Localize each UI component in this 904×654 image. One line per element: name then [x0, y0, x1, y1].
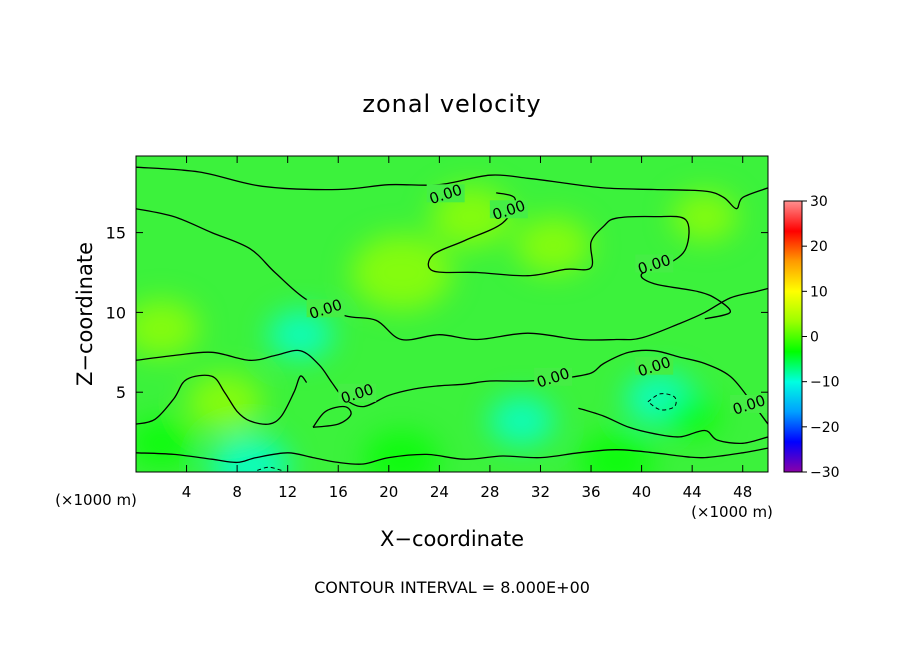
color-blob: [488, 396, 555, 446]
colorbar-tick-label: 10: [810, 284, 828, 300]
zero-contour-line: [136, 208, 768, 341]
plot-frame: [135, 155, 769, 473]
x-tick-label: 12: [278, 483, 297, 501]
x-tick-label: 20: [379, 483, 398, 501]
contour-label-background: [730, 394, 768, 413]
contour-interval-note: CONTOUR INTERVAL = 8.000E+00: [314, 578, 590, 597]
x-tick-label: 36: [581, 483, 600, 501]
contour-label-background: [534, 367, 573, 386]
zero-contour-line: [578, 407, 768, 445]
colorbar-tick-label: −10: [810, 375, 840, 391]
x-tick-label: 16: [329, 483, 348, 501]
x-unit-right: (×1000 m): [691, 503, 773, 521]
x-tick-label: 48: [733, 483, 752, 501]
contour-label-background: [635, 356, 674, 375]
contour-label-background: [635, 254, 674, 273]
zero-contour-line: [312, 405, 352, 428]
x-tick-label: 8: [232, 483, 242, 501]
y-axis-label: Z−coordinate: [73, 242, 97, 386]
colorbar: 30 20 10 0 −10 −20 −30: [783, 194, 840, 481]
x-tick-label: 40: [632, 483, 651, 501]
colorbar-tick-label: −20: [810, 420, 840, 436]
y-tick-label: 10: [106, 303, 126, 322]
plot-area: 0.000.000.000.000.000.00 0.000.00 4 8 12 16 2…: [106, 155, 769, 501]
colorbar-tick-label: 0: [810, 330, 819, 346]
colorbar-tick-label: 20: [810, 239, 828, 255]
color-blob: [186, 373, 263, 431]
zero-contour-line: [136, 349, 768, 425]
y-tick-label: 15: [106, 224, 126, 243]
color-blob: [350, 234, 452, 311]
contour-labels: 0.000.000.000.000.000.00 0.000.00: [306, 181, 768, 419]
color-blob: [671, 191, 738, 242]
zero-contour-line: [136, 166, 768, 210]
colorbar-tick-label: 30: [810, 194, 828, 210]
x-tick-label: 28: [480, 483, 499, 501]
x-axis-label: X−coordinate: [380, 527, 524, 551]
zero-contour-line: [427, 192, 732, 320]
negative-contour-line: [257, 466, 282, 471]
y-axis-ticks: 5 10 15: [106, 224, 768, 402]
colorbar-ticks: 30 20 10 0 −10 −20 −30: [802, 194, 840, 481]
contour-label-background: [306, 299, 345, 318]
x-tick-label: 32: [531, 483, 550, 501]
zero-contour-line: [136, 374, 308, 425]
color-blob: [664, 395, 720, 437]
color-blob: [136, 299, 200, 357]
color-blob: [267, 310, 334, 360]
color-blob: [515, 216, 592, 274]
x-tick-label: 44: [683, 483, 702, 501]
contour-label-background: [426, 184, 465, 203]
chart-title: zonal velocity: [362, 90, 541, 118]
contour-label-background: [489, 200, 528, 219]
contour-label-background: [338, 383, 377, 402]
color-blob: [578, 432, 655, 472]
x-tick-label: 24: [430, 483, 449, 501]
colorbar-bar: [783, 200, 803, 473]
colorbar-tick-label: −30: [810, 465, 840, 481]
x-axis-ticks: 4 8 12 16 20 24 28 32 36 40 44 48: [182, 156, 752, 501]
contour-lines: [136, 166, 768, 471]
color-blob: [209, 435, 291, 472]
x-unit-left: (×1000 m): [55, 491, 137, 509]
y-tick-label: 5: [116, 383, 126, 402]
color-blob: [363, 430, 440, 472]
zero-contour-line: [136, 447, 768, 465]
x-tick-label: 4: [182, 483, 192, 501]
color-blob: [136, 418, 195, 468]
